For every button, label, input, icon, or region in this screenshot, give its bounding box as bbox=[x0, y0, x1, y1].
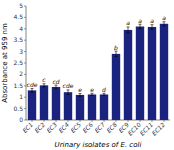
error-bar bbox=[115, 51, 118, 56]
x-tick bbox=[104, 120, 105, 122]
x-tick bbox=[68, 120, 69, 122]
y-tick bbox=[24, 40, 26, 41]
x-tick bbox=[80, 120, 81, 122]
y-tick bbox=[24, 17, 26, 18]
bar bbox=[112, 54, 120, 120]
y-tick bbox=[24, 28, 26, 29]
annotation: c bbox=[42, 76, 46, 83]
x-tick-label: EC5 bbox=[69, 121, 82, 134]
y-tick-label: 5 bbox=[19, 2, 23, 9]
error-bar bbox=[43, 84, 46, 87]
x-axis-label: Urinary isolates of E. coli bbox=[55, 141, 142, 149]
bar bbox=[160, 24, 168, 120]
y-tick bbox=[24, 63, 26, 64]
annotation: d bbox=[102, 86, 106, 93]
y-tick-label: 4 bbox=[19, 25, 23, 32]
annotation: a bbox=[162, 14, 166, 21]
annotation: e bbox=[90, 86, 94, 93]
y-tick-label: 4.5 bbox=[13, 13, 23, 20]
error-bar bbox=[55, 85, 58, 89]
x-tick bbox=[44, 120, 45, 122]
annotation: cde bbox=[27, 81, 38, 88]
bar bbox=[28, 90, 36, 120]
x-tick-label: EC3 bbox=[45, 121, 58, 134]
chart: cdeccdcdeeedbaaaa00.511.522.533.544.55EC… bbox=[0, 0, 174, 150]
y-tick-label: 0.5 bbox=[13, 105, 23, 112]
annotation: a bbox=[150, 17, 154, 24]
y-tick bbox=[24, 108, 26, 109]
y-tick-label: 1 bbox=[19, 93, 23, 100]
error-bar bbox=[163, 22, 166, 26]
x-tick bbox=[32, 120, 33, 122]
x-tick bbox=[140, 120, 141, 122]
error-bar bbox=[127, 27, 130, 33]
y-tick bbox=[24, 85, 26, 86]
annotation: a bbox=[126, 19, 130, 26]
y-tick-label: 1.5 bbox=[13, 82, 23, 89]
y-tick-label: 3 bbox=[19, 48, 23, 55]
annotation: b bbox=[114, 44, 118, 51]
annotation: e bbox=[78, 86, 82, 93]
y-tick-label: 3.5 bbox=[13, 36, 23, 43]
annotation: cde bbox=[63, 82, 74, 89]
y-tick-label: 2 bbox=[19, 70, 23, 77]
x-tick-label: EC7 bbox=[93, 121, 106, 134]
plot-area bbox=[28, 22, 168, 120]
bar bbox=[40, 85, 48, 120]
y-tick bbox=[24, 74, 26, 75]
y-tick-label: 2.5 bbox=[13, 59, 23, 66]
y-tick bbox=[24, 51, 26, 52]
bar bbox=[64, 92, 72, 120]
x-tick-label: EC8 bbox=[105, 121, 118, 134]
bar bbox=[88, 94, 96, 120]
error-bar bbox=[139, 24, 142, 29]
error-bar bbox=[91, 93, 94, 95]
x-tick bbox=[116, 120, 117, 122]
x-tick-label: EC12 bbox=[150, 121, 166, 137]
bar bbox=[124, 30, 132, 120]
error-bar bbox=[151, 25, 154, 30]
x-tick-label: EC4 bbox=[57, 121, 70, 134]
bar bbox=[76, 95, 84, 120]
y-tick-label: 0 bbox=[19, 116, 23, 123]
y-tick bbox=[24, 97, 26, 98]
error-bar bbox=[103, 93, 106, 95]
bar bbox=[136, 27, 144, 120]
annotation: cd bbox=[52, 78, 59, 85]
error-bar bbox=[67, 90, 70, 95]
x-tick bbox=[128, 120, 129, 122]
x-tick bbox=[152, 120, 153, 122]
y-tick bbox=[24, 120, 26, 121]
bar bbox=[148, 27, 156, 120]
error-bar bbox=[31, 89, 34, 93]
x-tick-label: EC6 bbox=[81, 121, 94, 134]
x-tick-label: EC1 bbox=[21, 121, 34, 134]
x-tick bbox=[56, 120, 57, 122]
annotation: a bbox=[138, 17, 142, 24]
x-tick bbox=[164, 120, 165, 122]
y-tick bbox=[24, 6, 26, 7]
x-tick-label: EC2 bbox=[33, 121, 46, 134]
bar bbox=[100, 94, 108, 120]
bar bbox=[52, 87, 60, 120]
error-bar bbox=[79, 94, 82, 97]
y-axis-label: Absorbance at 959 nm bbox=[1, 23, 9, 103]
x-tick bbox=[92, 120, 93, 122]
